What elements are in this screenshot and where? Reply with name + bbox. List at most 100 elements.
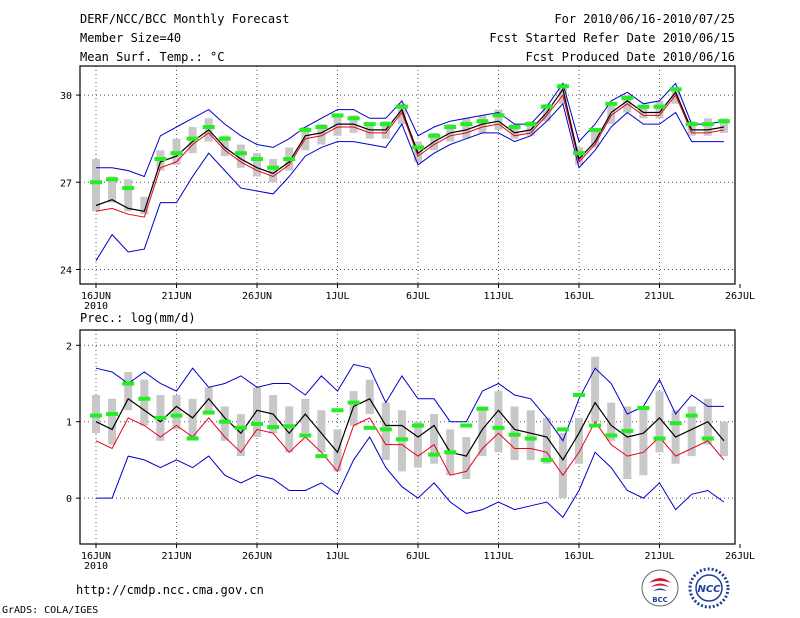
- series-median-line: [95, 93, 724, 218]
- spread-box: [687, 406, 696, 457]
- marker-point: [90, 413, 102, 418]
- marker-point: [492, 113, 505, 118]
- marker-point: [589, 127, 602, 132]
- marker-point: [460, 122, 473, 127]
- marker-point: [186, 136, 199, 141]
- marker-point: [315, 125, 328, 130]
- plot-frame: [79, 65, 736, 285]
- x-tick-label: 26JUL: [725, 291, 755, 302]
- marker-point: [395, 104, 408, 109]
- marker-point: [701, 436, 714, 441]
- x-tick-label: 6JUL: [406, 551, 430, 562]
- x-tick-label: 21JUL: [644, 551, 674, 562]
- y-tick-label: 24: [60, 265, 72, 276]
- spread-box: [526, 121, 535, 136]
- spread-box: [607, 402, 616, 441]
- member-size: Member Size=40: [80, 31, 182, 45]
- marker-point: [218, 136, 231, 141]
- spread-box: [317, 410, 326, 453]
- marker-point: [540, 104, 553, 109]
- y-tick-label: 30: [60, 91, 72, 102]
- series-max-line: [96, 82, 724, 178]
- spread-box: [124, 372, 133, 411]
- x-tick-sublabel: 2010: [84, 301, 108, 312]
- marker-point: [476, 406, 489, 411]
- spread-box: [719, 421, 728, 457]
- marker-point: [428, 133, 441, 138]
- x-tick-label: 6JUL: [406, 291, 430, 302]
- spread-box: [220, 135, 229, 157]
- marker-point: [106, 177, 119, 182]
- ncc-logo: NCC: [687, 567, 732, 609]
- x-tick-label: 16JUL: [564, 551, 594, 562]
- marker-point: [524, 436, 537, 441]
- spread-box: [204, 387, 213, 415]
- x-tick-label: 1JUL: [325, 291, 349, 302]
- spread-box: [317, 124, 326, 145]
- marker-point: [267, 425, 280, 430]
- marker-point: [267, 165, 280, 170]
- spread-box: [333, 115, 342, 136]
- spread-box: [510, 124, 519, 139]
- x-tick-label: 11JUL: [483, 291, 513, 302]
- spread-box: [124, 179, 133, 212]
- spread-box: [671, 89, 680, 104]
- spread-box: [333, 429, 342, 472]
- spread-box: [365, 124, 374, 139]
- start-date: Fcst Started Refer Date 2010/06/15: [489, 31, 735, 45]
- marker-point: [605, 433, 618, 438]
- marker-point: [154, 415, 167, 420]
- spread-box: [236, 414, 245, 457]
- marker-point: [379, 122, 392, 127]
- marker-point: [653, 104, 666, 109]
- marker-point: [556, 427, 569, 432]
- marker-point: [605, 101, 618, 106]
- marker-point: [331, 408, 344, 413]
- x-tick-label: 26JUN: [242, 551, 272, 562]
- bcc-logo-text: BCC: [652, 596, 668, 604]
- spread-box: [462, 118, 471, 139]
- x-tick-label: 21JUL: [644, 291, 674, 302]
- marker-point: [347, 116, 360, 121]
- marker-point: [106, 412, 119, 417]
- marker-point: [202, 410, 215, 415]
- marker-point: [621, 95, 634, 100]
- marker-point: [669, 87, 682, 92]
- marker-point: [508, 125, 521, 130]
- marker-point: [444, 450, 457, 455]
- marker-point: [299, 433, 312, 438]
- marker-point: [524, 122, 537, 127]
- plot-frame: [79, 329, 736, 545]
- spread-box: [494, 391, 503, 453]
- series-min-line: [95, 102, 724, 261]
- x-tick-sublabel: 2010: [84, 561, 108, 572]
- spread-box: [172, 394, 181, 430]
- footer-url[interactable]: http://cmdp.ncc.cma.gov.cn: [76, 583, 264, 597]
- x-tick-label: 1JUL: [325, 551, 349, 562]
- series-mean-line: [95, 87, 725, 212]
- marker-point: [412, 423, 424, 428]
- spread-box: [655, 100, 664, 119]
- spread-box: [558, 83, 567, 104]
- spread-box: [526, 410, 535, 460]
- spread-box: [92, 159, 100, 212]
- marker-point: [331, 113, 344, 118]
- marker-point: [556, 84, 569, 89]
- spread-box: [623, 406, 632, 480]
- marker-point: [492, 425, 505, 430]
- x-tick-label: 21JUN: [161, 551, 191, 562]
- y-tick-label: 0: [66, 494, 72, 505]
- marker-point: [218, 419, 231, 424]
- marker-point: [315, 454, 328, 459]
- x-tick-label: 26JUL: [725, 551, 755, 562]
- grads-credit: GrADS: COLA/IGES: [2, 605, 99, 616]
- marker-point: [669, 421, 682, 426]
- spread-box: [639, 406, 648, 476]
- spread-box: [591, 356, 600, 422]
- spread-box: [655, 391, 664, 453]
- spread-box: [591, 129, 600, 148]
- marker-point: [251, 422, 263, 427]
- spread-box: [365, 379, 374, 415]
